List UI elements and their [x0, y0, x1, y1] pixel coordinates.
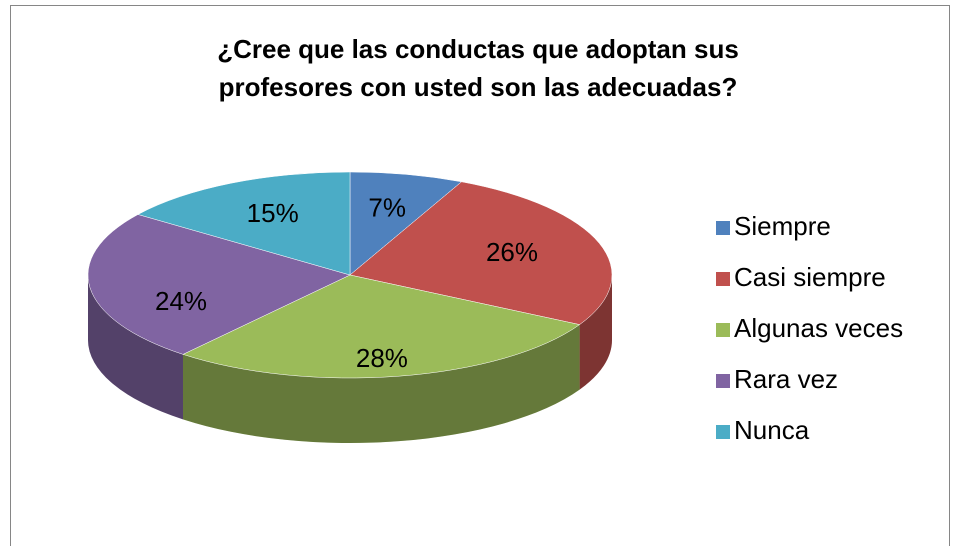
slice-side: [182, 324, 580, 444]
slice-side-shade: [579, 275, 612, 390]
slice-side: [88, 275, 183, 420]
legend-swatch: [716, 425, 730, 439]
data-label: 15%: [247, 198, 299, 228]
slice-side-shade: [182, 324, 580, 444]
legend-swatch: [716, 374, 730, 388]
slice: [349, 171, 463, 276]
chart-title: ¿Cree que las conductas que adoptan sus …: [217, 34, 739, 102]
chart-frame: [10, 5, 950, 546]
data-label: 7%: [368, 193, 406, 223]
slice: [137, 171, 351, 276]
legend-label: Siempre: [734, 211, 831, 241]
slice-side: [579, 275, 612, 390]
legend-label: Rara vez: [734, 364, 838, 394]
legend-swatch: [716, 272, 730, 286]
legend-label: Casi siempre: [734, 262, 886, 292]
legend-label: Nunca: [734, 415, 810, 445]
legend-swatch: [716, 221, 730, 235]
data-label: 24%: [155, 286, 207, 316]
slice: [182, 274, 581, 379]
data-label: 26%: [486, 237, 538, 267]
slice: [87, 214, 351, 355]
data-label: 28%: [356, 343, 408, 373]
legend-swatch: [716, 323, 730, 337]
legend-label: Algunas veces: [734, 313, 903, 343]
slice-side-shade: [88, 275, 183, 420]
